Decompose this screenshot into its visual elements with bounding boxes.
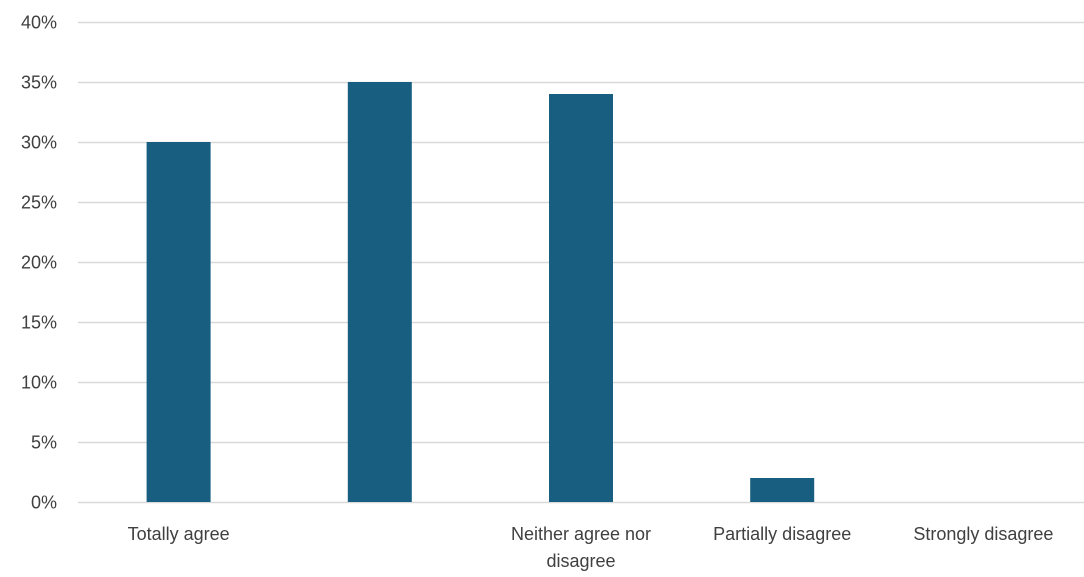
x-category-label: Neither agree nor disagree [511,524,651,571]
x-axis-category-labels: Totally agree Neither agree nor disagree Pa… [128,524,1054,571]
bar [750,478,815,502]
y-tick-label: 40% [21,13,57,33]
y-tick-label: 25% [21,193,57,213]
x-category-label: Totally agree [128,524,230,544]
y-axis-tick-labels: 0% 5% 10% 15% 20% 25% 30% 35% 40% [21,13,57,513]
y-tick-label: 0% [31,493,57,513]
bars [146,82,815,502]
bar [549,94,613,502]
x-category-label: Strongly disagree [913,524,1053,544]
y-tick-label: 20% [21,253,57,273]
y-tick-label: 15% [21,313,57,333]
bar [146,142,211,502]
y-tick-label: 30% [21,133,57,153]
bar [347,82,412,502]
y-tick-label: 35% [21,73,57,93]
y-tick-label: 10% [21,373,57,393]
x-category-label: Partially disagree [713,524,851,544]
y-tick-label: 5% [31,433,57,453]
